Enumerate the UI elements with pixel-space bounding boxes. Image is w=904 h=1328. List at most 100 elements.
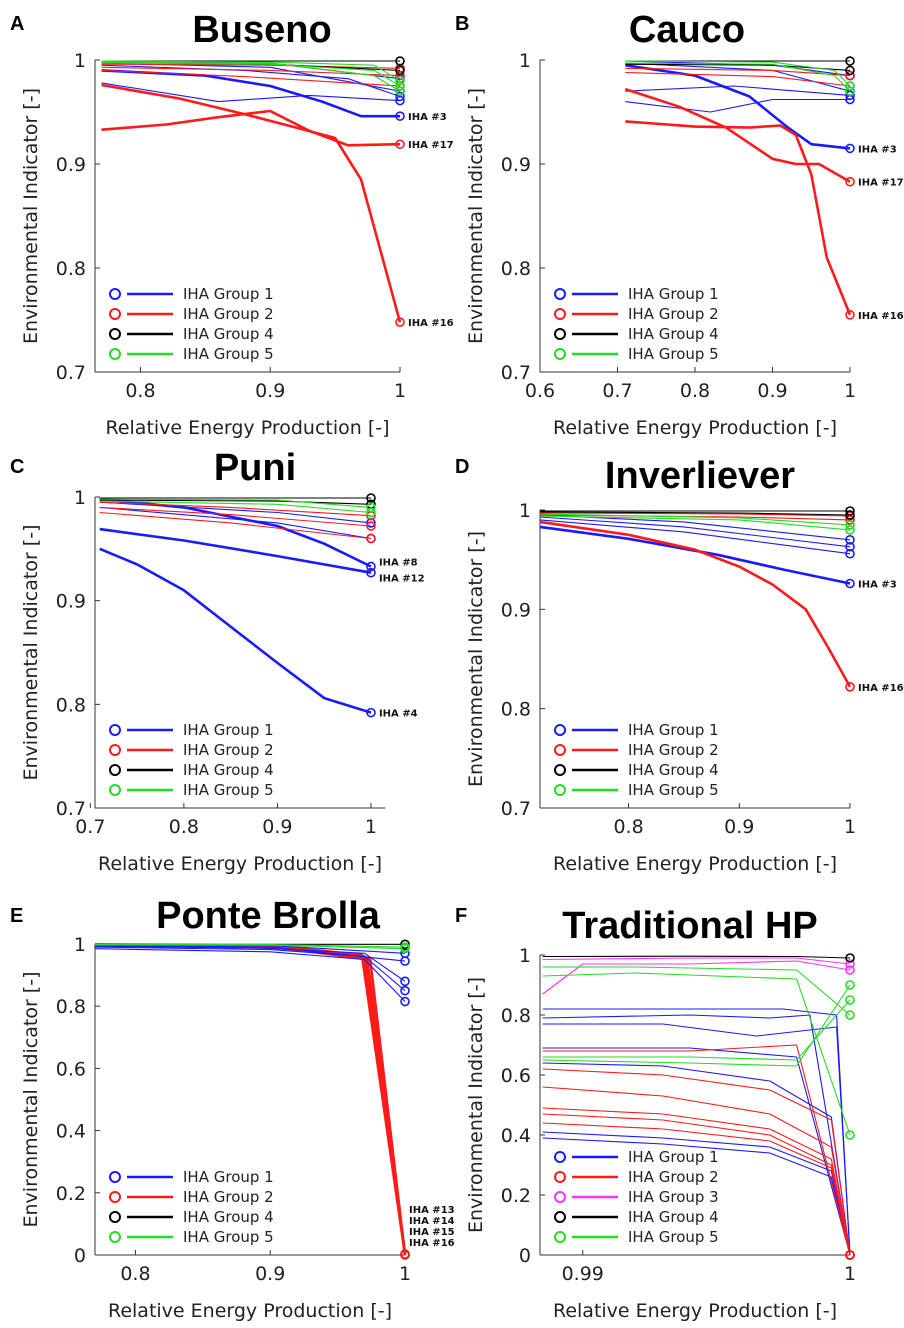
series-end-marker xyxy=(845,980,855,990)
series-end-marker xyxy=(845,90,855,101)
series-group xyxy=(624,60,852,316)
legend-marker xyxy=(109,744,121,756)
legend: IHA Group 1 IHA Group 2 IHA Group 3 IHA Gro… xyxy=(554,1148,719,1246)
series-annotation: IHA #17 xyxy=(408,140,454,151)
x-tick-label: 1 xyxy=(844,1263,856,1285)
x-tick-label: 0.7 xyxy=(75,816,105,838)
series-end-marker xyxy=(395,86,405,96)
series-end-marker xyxy=(845,81,855,91)
series-end-marker xyxy=(845,506,855,516)
series-end-marker xyxy=(845,995,855,1005)
series-annotation: IHA #17 xyxy=(858,178,904,189)
y-tick-label: 0.6 xyxy=(56,1058,86,1080)
x-tick-label: 0.8 xyxy=(613,816,643,838)
y-tick-label: 0.8 xyxy=(56,258,86,280)
x-tick-label: 0.8 xyxy=(120,1263,150,1285)
series-line-iha-group-5 xyxy=(542,966,851,1016)
legend: IHA Group 1 IHA Group 2 IHA Group 4 IHA Gro… xyxy=(109,1168,274,1246)
series-end-marker xyxy=(845,70,855,81)
legend-entry: IHA Group 2 xyxy=(183,741,274,759)
series-annotation: IHA #3 xyxy=(858,580,897,591)
series-line-iha-group-1 xyxy=(625,85,851,96)
legend-entry: IHA Group 1 xyxy=(183,285,274,303)
y-tick-label: 1 xyxy=(74,934,86,956)
y-tick-label: 0.8 xyxy=(501,699,531,721)
y-tick-label: 0.7 xyxy=(56,798,86,820)
series-line-iha-group-1 xyxy=(625,62,851,92)
series-end-marker xyxy=(395,95,405,106)
legend: IHA Group 1 IHA Group 2 IHA Group 4 IHA Gro… xyxy=(554,285,719,363)
series-line-iha-group-1 xyxy=(99,547,372,714)
series-end-marker xyxy=(845,682,855,692)
y-tick-label: 0.9 xyxy=(56,154,86,176)
series-line-iha-group-1 xyxy=(542,1047,851,1256)
legend-entry: IHA Group 3 xyxy=(628,1188,719,1206)
y-axis-label: Environmental Indicator [-] xyxy=(20,88,42,344)
series-end-marker xyxy=(845,534,855,545)
legend-entry: IHA Group 1 xyxy=(628,1148,719,1166)
legend-marker xyxy=(109,1231,121,1243)
stacked-annotation: IHA #14 xyxy=(409,1216,455,1227)
series-line-iha-group-5 xyxy=(101,61,401,92)
y-axis-label: Environmental Indicator [-] xyxy=(20,972,42,1228)
y-tick-label: 0.7 xyxy=(501,362,531,384)
series-line-iha-group-1 xyxy=(542,1023,851,1256)
series-annotation: IHA #8 xyxy=(379,557,418,568)
y-tick-label: 0.2 xyxy=(56,1183,86,1205)
panel-title: Ponte Brolla xyxy=(156,895,381,937)
series-line-iha-group-5 xyxy=(101,62,401,87)
y-tick-label: 1 xyxy=(74,487,86,509)
series-end-marker xyxy=(366,507,376,518)
series-line-iha-group-4 xyxy=(542,955,851,959)
series-end-marker xyxy=(395,317,405,327)
y-tick-label: 1 xyxy=(519,50,531,72)
y-tick-label: 0.8 xyxy=(501,258,531,280)
series-end-marker xyxy=(845,548,855,559)
legend-entry: IHA Group 1 xyxy=(628,721,719,739)
y-tick-label: 0.2 xyxy=(501,1185,531,1207)
legend-marker xyxy=(554,348,566,360)
series-group xyxy=(542,955,851,1256)
panel-title: Buseno xyxy=(192,9,331,51)
legend: IHA Group 1 IHA Group 2 IHA Group 4 IHA Gro… xyxy=(109,721,274,799)
y-axis-label: Environmental Indicator [-] xyxy=(465,531,487,787)
series-end-marker xyxy=(845,959,855,969)
series-line-iha-group-1 xyxy=(540,516,851,548)
series-line-iha-group-5 xyxy=(542,972,851,1136)
legend-marker xyxy=(109,724,121,736)
legend-marker xyxy=(109,764,121,776)
series-line-iha-group-5 xyxy=(542,999,851,1061)
y-tick-label: 0.7 xyxy=(501,798,531,820)
series-end-marker xyxy=(845,525,855,535)
series-line-iha-group-2 xyxy=(542,1107,851,1256)
series-end-marker xyxy=(845,1010,855,1020)
x-axis-label: Relative Energy Production [-] xyxy=(108,1300,392,1322)
x-tick-label: 1 xyxy=(394,380,406,402)
series-end-marker xyxy=(845,578,855,589)
series-line-iha-group-1 xyxy=(101,64,401,97)
series-end-marker xyxy=(400,948,410,959)
series-end-marker xyxy=(400,985,410,996)
legend-marker xyxy=(109,288,121,300)
panel-letter: A xyxy=(10,13,24,35)
series-end-marker xyxy=(845,953,855,963)
y-tick-label: 0.4 xyxy=(56,1121,86,1143)
panel-letter: D xyxy=(455,456,469,478)
series-line-iha-group-5 xyxy=(99,498,372,508)
legend-marker xyxy=(554,724,566,736)
series-line-iha-group-5 xyxy=(101,60,401,82)
series-end-marker xyxy=(395,65,405,76)
series-end-marker xyxy=(366,521,376,531)
y-axis-label: Environmental Indicator [-] xyxy=(20,525,42,781)
legend-entry: IHA Group 2 xyxy=(628,1168,719,1186)
series-line-iha-group-2 xyxy=(542,1068,851,1256)
x-tick-label: 0.6 xyxy=(525,380,555,402)
panel-title: Inverliever xyxy=(605,455,795,497)
panel-d: D Inverliever 0.8 0.9 1 0.7 0.8 0.9 1 Relative En… xyxy=(455,455,904,875)
y-tick-label: 0.7 xyxy=(56,362,86,384)
series-line-iha-group-2 xyxy=(99,501,372,517)
y-tick-label: 0.4 xyxy=(501,1125,531,1147)
series-line-iha-group-1 xyxy=(95,946,406,992)
series-line-iha-group-2 xyxy=(542,1086,851,1256)
